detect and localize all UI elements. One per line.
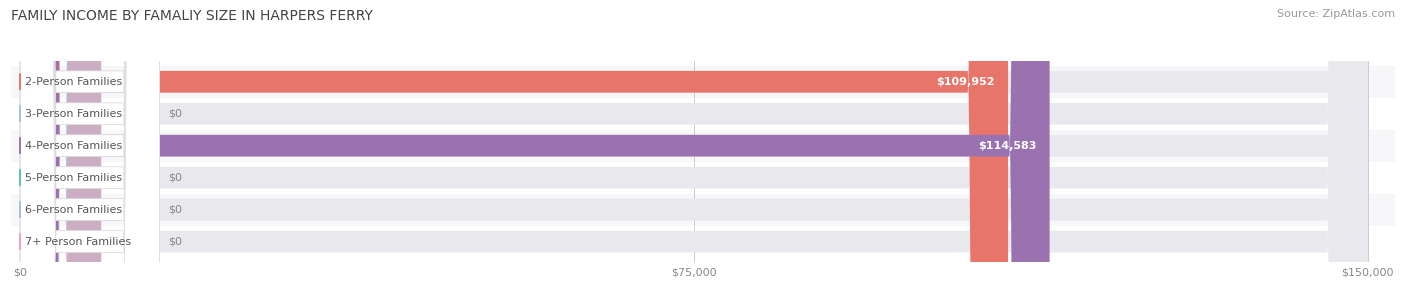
- Bar: [11, 226, 1395, 257]
- FancyBboxPatch shape: [20, 0, 1368, 305]
- FancyBboxPatch shape: [20, 0, 159, 305]
- Bar: [11, 194, 1395, 226]
- Bar: [11, 98, 1395, 130]
- FancyBboxPatch shape: [20, 0, 101, 305]
- FancyBboxPatch shape: [20, 0, 101, 305]
- Bar: [11, 66, 1395, 98]
- FancyBboxPatch shape: [20, 0, 1050, 305]
- FancyBboxPatch shape: [20, 0, 1008, 305]
- Text: $114,583: $114,583: [977, 141, 1036, 151]
- FancyBboxPatch shape: [20, 0, 1368, 305]
- Text: 6-Person Families: 6-Person Families: [25, 205, 122, 215]
- FancyBboxPatch shape: [20, 0, 101, 305]
- Text: $109,952: $109,952: [936, 77, 994, 87]
- Text: Source: ZipAtlas.com: Source: ZipAtlas.com: [1277, 9, 1395, 19]
- Text: FAMILY INCOME BY FAMALIY SIZE IN HARPERS FERRY: FAMILY INCOME BY FAMALIY SIZE IN HARPERS…: [11, 9, 373, 23]
- Bar: [11, 162, 1395, 194]
- Text: $0: $0: [169, 109, 183, 119]
- FancyBboxPatch shape: [20, 0, 159, 305]
- FancyBboxPatch shape: [20, 0, 1368, 305]
- FancyBboxPatch shape: [20, 0, 159, 305]
- FancyBboxPatch shape: [20, 0, 159, 305]
- FancyBboxPatch shape: [20, 0, 1368, 305]
- Text: 5-Person Families: 5-Person Families: [25, 173, 122, 183]
- FancyBboxPatch shape: [20, 0, 1368, 305]
- Text: 2-Person Families: 2-Person Families: [25, 77, 122, 87]
- FancyBboxPatch shape: [20, 0, 159, 305]
- Text: $0: $0: [169, 173, 183, 183]
- Text: 4-Person Families: 4-Person Families: [25, 141, 122, 151]
- Text: $0: $0: [169, 237, 183, 246]
- Text: $0: $0: [169, 205, 183, 215]
- FancyBboxPatch shape: [20, 0, 101, 305]
- Bar: [11, 130, 1395, 162]
- Text: 3-Person Families: 3-Person Families: [25, 109, 122, 119]
- FancyBboxPatch shape: [20, 0, 159, 305]
- Text: 7+ Person Families: 7+ Person Families: [25, 237, 131, 246]
- FancyBboxPatch shape: [20, 0, 1368, 305]
